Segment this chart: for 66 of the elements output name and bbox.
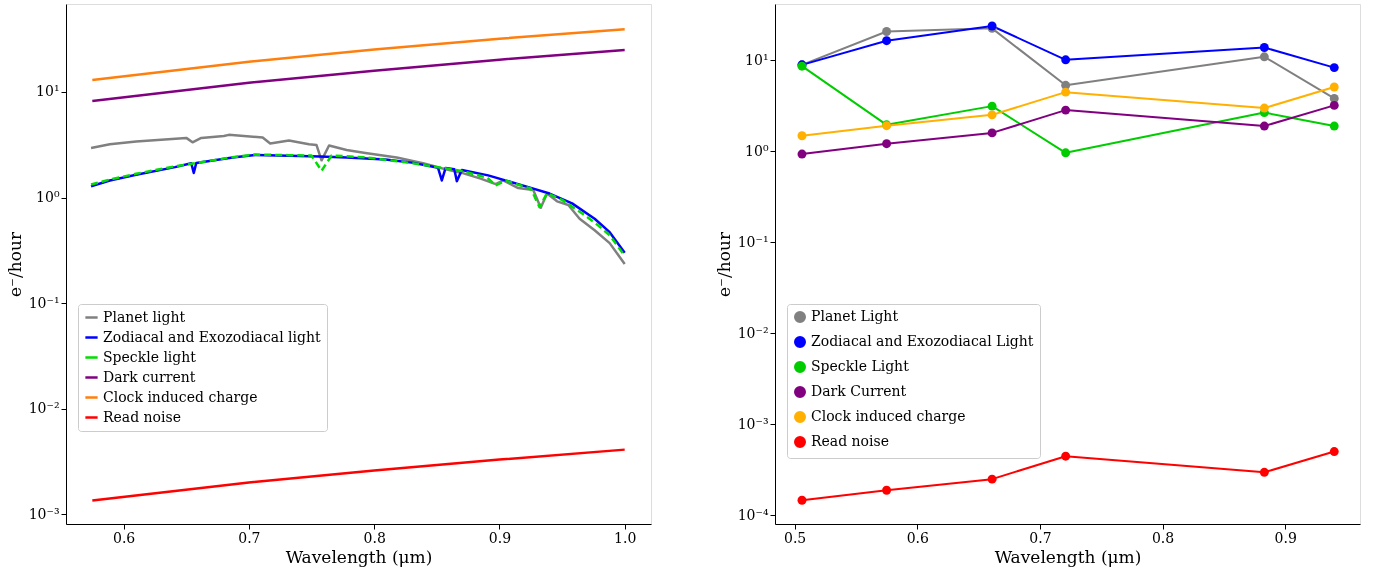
y-tick-label: 10⁻³ bbox=[28, 505, 60, 522]
point bbox=[882, 485, 892, 495]
point bbox=[1061, 105, 1071, 115]
legend-label: Speckle Light bbox=[811, 358, 910, 374]
legend-label: Zodiacal and Exozodiacal Light bbox=[811, 333, 1034, 349]
x-tick-label: 0.6 bbox=[112, 529, 136, 546]
line-series bbox=[91, 48, 626, 103]
point bbox=[797, 131, 807, 141]
point bbox=[1329, 63, 1339, 73]
y-tick-label: 10⁰ bbox=[36, 189, 60, 206]
x-tick-label: 0.8 bbox=[363, 529, 386, 546]
point bbox=[987, 474, 997, 484]
y-tick-label: 10⁻¹ bbox=[737, 233, 769, 250]
y-axis-title: e⁻/hour bbox=[713, 231, 734, 298]
legend-label: Planet Light bbox=[811, 308, 899, 324]
x-tick-label: 0.8 bbox=[1151, 529, 1175, 546]
legend-label: Clock induced charge bbox=[811, 408, 966, 424]
point bbox=[1329, 100, 1339, 110]
point bbox=[1061, 451, 1071, 461]
line-series bbox=[91, 27, 626, 82]
point bbox=[1061, 148, 1071, 158]
legend-label: Zodiacal and Exozodiacal light bbox=[103, 328, 322, 345]
y-tick-label: 10⁻² bbox=[28, 400, 60, 417]
legend-label: Clock induced charge bbox=[103, 388, 258, 405]
y-axis-title: e⁻/hour bbox=[4, 231, 25, 298]
y-tick-label: 10⁻² bbox=[737, 324, 769, 341]
point bbox=[1061, 55, 1071, 65]
point bbox=[1259, 467, 1269, 477]
x-tick-label: 0.5 bbox=[783, 529, 807, 546]
legend-label: Read noise bbox=[103, 408, 181, 425]
y-tick-label: 10¹ bbox=[745, 51, 769, 68]
point bbox=[1259, 121, 1269, 131]
x-axis-title: Wavelength (μm) bbox=[994, 546, 1142, 567]
x-tick-label: 0.7 bbox=[238, 529, 261, 546]
point bbox=[1329, 447, 1339, 457]
point bbox=[882, 27, 892, 36]
point bbox=[1061, 87, 1071, 97]
y-tick-label: 10⁻¹ bbox=[28, 294, 60, 311]
y-tick-label: 10⁻³ bbox=[737, 415, 769, 432]
x-tick-label: 0.9 bbox=[1274, 529, 1297, 546]
y-tick-label: 10⁰ bbox=[745, 142, 769, 159]
point bbox=[987, 110, 997, 120]
point bbox=[987, 128, 997, 138]
legend-label: Read noise bbox=[811, 433, 889, 449]
point bbox=[882, 139, 892, 149]
point bbox=[882, 36, 892, 46]
point bbox=[1259, 52, 1269, 62]
x-axis-title: Wavelength (μm) bbox=[285, 546, 433, 567]
legend-label: Speckle light bbox=[103, 348, 197, 365]
point bbox=[797, 495, 807, 505]
y-tick-label: 10⁻⁴ bbox=[737, 506, 769, 523]
x-tick-label: 1.0 bbox=[614, 529, 637, 546]
y-tick-label: 10¹ bbox=[36, 83, 60, 100]
line-series bbox=[91, 448, 626, 502]
point bbox=[797, 149, 807, 159]
point bbox=[1259, 103, 1269, 113]
legend-label: Dark Current bbox=[811, 383, 907, 399]
x-tick-label: 0.9 bbox=[488, 529, 512, 546]
point bbox=[1329, 121, 1339, 131]
x-tick-label: 0.6 bbox=[906, 529, 929, 546]
x-tick-label: 0.7 bbox=[1029, 529, 1052, 546]
point bbox=[987, 101, 997, 111]
legend-label: Planet light bbox=[103, 308, 186, 325]
legend-label: Dark current bbox=[103, 368, 196, 385]
point bbox=[1259, 43, 1269, 52]
point bbox=[1329, 82, 1339, 92]
